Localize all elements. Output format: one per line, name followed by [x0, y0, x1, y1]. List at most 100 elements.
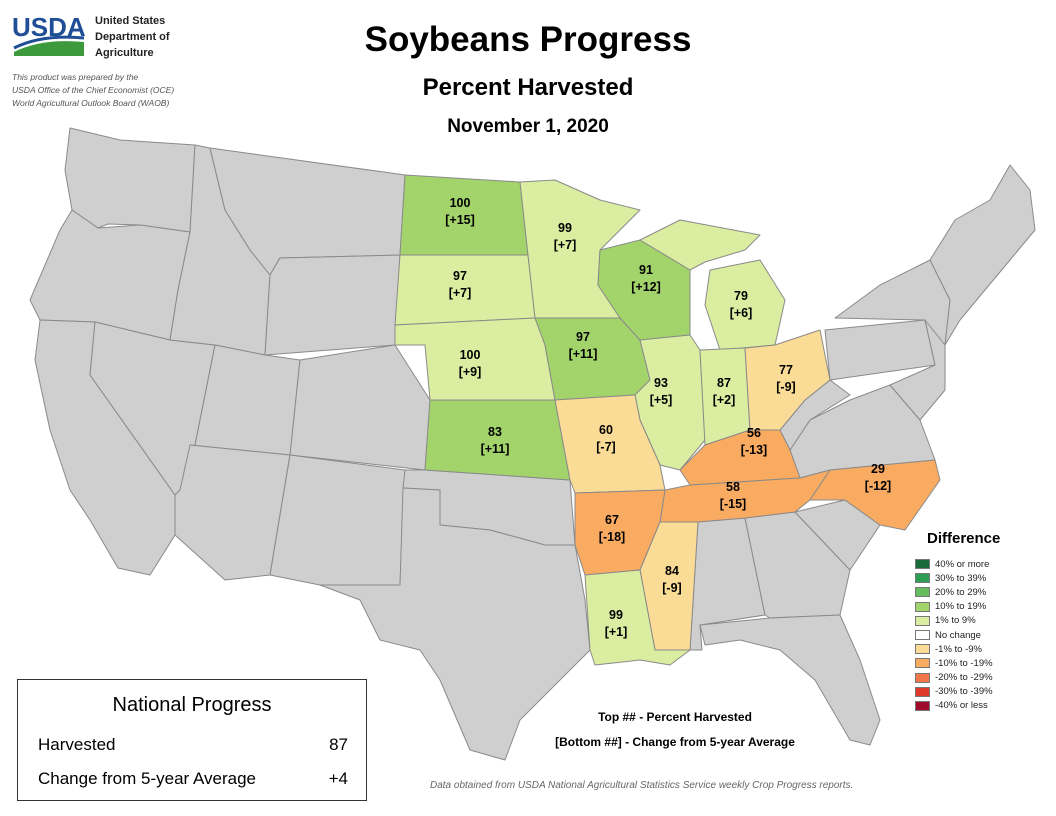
no-data-states [29, 127, 1036, 761]
legend-swatch [915, 700, 930, 711]
state-WA [64, 127, 196, 233]
state-FL [699, 614, 881, 746]
state-PA [824, 319, 936, 381]
label-TN-pct: 58 [726, 480, 740, 494]
label-WI-change: [+12] [631, 280, 661, 294]
prepared-line-3: World Agricultural Outlook Board (WAOB) [12, 98, 170, 108]
legend-swatch [915, 615, 930, 626]
label-MI-pct: 79 [734, 289, 748, 303]
label-NE-pct: 100 [460, 348, 481, 362]
legend-label: -1% to -9% [935, 643, 982, 655]
label-MN-change: [+7] [554, 238, 577, 252]
report-date: November 1, 2020 [447, 116, 609, 137]
legend-swatch [915, 601, 930, 612]
label-OH-change: [-9] [776, 380, 795, 394]
prepared-line-2: USDA Office of the Chief Economist (OCE) [12, 85, 175, 95]
state-NE-region [929, 164, 1036, 346]
legend-item: -40% or less [915, 699, 1045, 713]
state-MI-UP [639, 219, 761, 271]
usda-logo-graphic: USDA [12, 12, 86, 56]
legend-swatch [915, 658, 930, 669]
label-OH-pct: 77 [779, 363, 793, 377]
legend-item: -20% to -29% [915, 671, 1045, 685]
label-ND-pct: 100 [450, 196, 471, 210]
state-TX [319, 487, 591, 761]
harvested-value: 87 [329, 735, 348, 754]
label-MS-change: [-9] [662, 581, 681, 595]
label-NE-change: [+9] [459, 365, 482, 379]
agency-line-2: Department of [95, 31, 170, 43]
state-CO [289, 344, 431, 471]
legend-swatch [915, 672, 930, 683]
reported-states [394, 174, 941, 666]
legend-title: Difference [927, 530, 1001, 547]
label-MN-pct: 99 [558, 221, 572, 235]
change-value: +4 [328, 769, 348, 788]
legend-item: No change [915, 628, 1045, 642]
legend-label: -30% to -39% [935, 686, 993, 698]
label-KS-pct: 83 [488, 425, 502, 439]
label-MI-change: [+6] [730, 306, 753, 320]
state-NJ-MD-DE [889, 319, 946, 421]
legend-item: -30% to -39% [915, 685, 1045, 699]
legend-item: -10% to -19% [915, 656, 1045, 670]
legend-swatch [915, 559, 930, 570]
state-LA [584, 569, 691, 666]
legend-label: 20% to 29% [935, 586, 987, 598]
agency-line-1: United States [95, 15, 166, 27]
state-KS [424, 399, 571, 481]
legend-item: 40% or more [915, 557, 1045, 571]
agency-line-3: Agriculture [95, 47, 154, 59]
label-AR-pct: 67 [605, 513, 619, 527]
note-bottom: [Bottom ##] - Change from 5-year Average [555, 735, 795, 749]
label-IA-change: [+11] [569, 347, 598, 361]
legend-item: 20% to 29% [915, 585, 1045, 599]
label-SD-pct: 97 [453, 269, 467, 283]
data-source-note: Data obtained from USDA National Agricul… [430, 780, 854, 791]
national-progress-box: National Progress Harvested 87 Change fr… [17, 679, 367, 801]
legend-label: 10% to 19% [935, 601, 987, 613]
legend-label: 40% or more [935, 558, 990, 570]
agency-name: United States Department of Agriculture [95, 13, 170, 61]
label-IL-change: [+5] [650, 393, 673, 407]
label-KY-pct: 56 [747, 426, 761, 440]
label-TN-change: [-15] [720, 497, 746, 511]
legend-swatch [915, 686, 930, 697]
state-MO [554, 394, 666, 494]
harvested-row: Harvested 87 [38, 735, 348, 755]
label-IL-pct: 93 [654, 376, 668, 390]
state-labels: 100 [+15] 99 [+7] 97 [+7] 91 [+12] 79 [+… [445, 196, 891, 639]
label-MS-pct: 84 [665, 564, 679, 578]
legend-label: -20% to -29% [935, 672, 993, 684]
label-IA-pct: 97 [576, 330, 590, 344]
national-progress-title: National Progress [112, 694, 272, 716]
usda-logo: USDA [12, 12, 86, 62]
legend-item: -1% to -9% [915, 642, 1045, 656]
legend: Difference 40% or more 30% to 39% 20% to 2… [915, 530, 1045, 713]
legend-item: 1% to 9% [915, 614, 1045, 628]
legend-items: 40% or more 30% to 39% 20% to 29% 10% to 19… [915, 557, 1045, 713]
state-IL [634, 334, 706, 471]
legend-label: No change [935, 629, 981, 641]
state-NM [269, 454, 406, 586]
note-top: Top ## - Percent Harvested [598, 710, 752, 724]
legend-label: 1% to 9% [935, 615, 976, 627]
legend-item: 10% to 19% [915, 600, 1045, 614]
label-SD-change: [+7] [449, 286, 472, 300]
change-row: Change from 5-year Average +4 [38, 769, 348, 789]
legend-swatch [915, 573, 930, 584]
legend-label: 30% to 39% [935, 572, 987, 584]
label-WI-pct: 91 [639, 263, 653, 277]
prepared-line-1: This product was prepared by the [12, 72, 139, 82]
label-KS-change: [+11] [481, 442, 510, 456]
label-IN-pct: 87 [717, 376, 731, 390]
label-KY-change: [-13] [741, 443, 767, 457]
label-AR-change: [-18] [599, 530, 625, 544]
label-NC-pct: 29 [871, 462, 885, 476]
label-MO-change: [-7] [596, 440, 615, 454]
legend-label: -40% or less [935, 700, 988, 712]
legend-item: 30% to 39% [915, 571, 1045, 585]
label-LA-change: [+1] [605, 625, 628, 639]
prepared-by-note: This product was prepared by the USDA Of… [12, 71, 174, 110]
